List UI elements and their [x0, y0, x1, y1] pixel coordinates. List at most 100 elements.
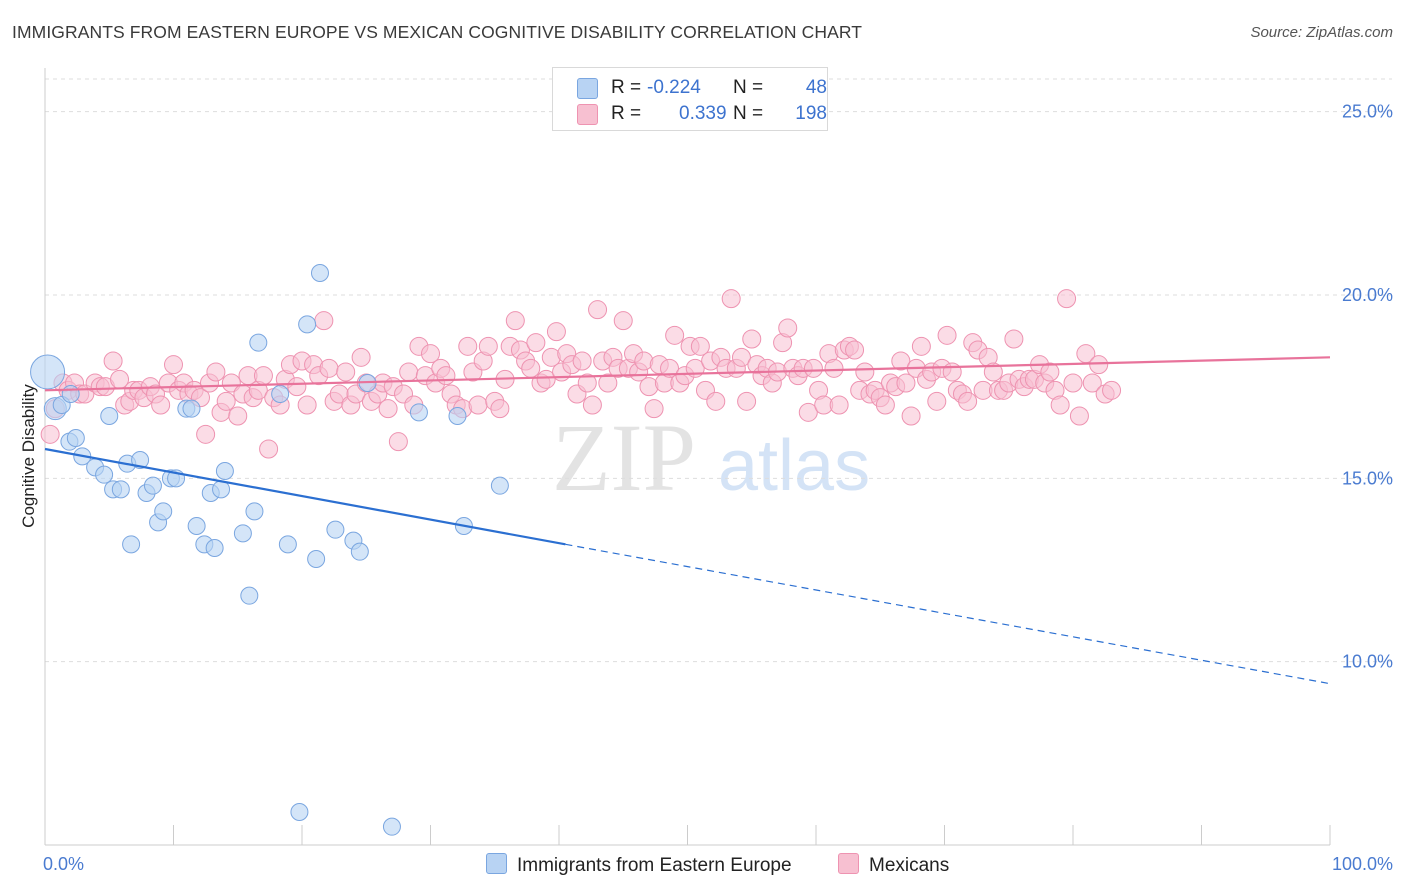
trend-line-mexicans [44, 356, 1331, 392]
point-mexicans [468, 395, 488, 415]
y-tick-label: 20.0% [1342, 285, 1393, 305]
point-immigrants [131, 451, 150, 469]
point-mexicans [737, 391, 757, 411]
point-immigrants [271, 385, 290, 403]
point-mexicans [228, 406, 248, 426]
y-tick-labels: 25.0% 20.0% 15.0% 10.0% [1342, 102, 1393, 672]
legend-r-value: -0.224 [647, 77, 701, 98]
point-mexicans [958, 391, 978, 411]
point-mexicans [824, 358, 844, 378]
point-mexicans [378, 399, 398, 419]
bottom-legend-label: Mexicans [869, 855, 950, 876]
x-tick-label: 100.0% [1332, 854, 1393, 874]
point-mexicans [1102, 380, 1122, 400]
point-immigrants [409, 403, 428, 422]
point-immigrants [240, 586, 259, 605]
point-mexicans [1004, 329, 1024, 349]
point-immigrants [111, 480, 130, 499]
point-mexicans [598, 373, 618, 393]
point-immigrants [215, 462, 234, 480]
legend-swatch-pink [838, 853, 859, 874]
point-immigrants [350, 542, 369, 561]
point-mexicans [690, 336, 710, 356]
point-immigrants [61, 385, 80, 403]
point-immigrants [290, 803, 309, 821]
bottom-legend-immigrants: Immigrants from Eastern Europe [486, 853, 792, 877]
point-immigrants [448, 407, 467, 425]
trend-line-immigrants-extrapolated [565, 543, 1331, 685]
point-immigrants [310, 264, 329, 282]
point-immigrants [382, 817, 401, 836]
legend-n-value: 48 [805, 77, 827, 98]
y-tick-label: 10.0% [1342, 652, 1393, 672]
point-mexicans [942, 362, 962, 382]
point-mexicans [1069, 406, 1089, 426]
point-immigrants [95, 465, 114, 484]
point-mexicans [901, 406, 921, 426]
point-mexicans [798, 402, 818, 422]
point-mexicans [644, 399, 664, 419]
y-tick-label: 25.0% [1342, 102, 1393, 122]
trend-line-immigrants [44, 447, 566, 546]
trend-lines [44, 356, 1331, 685]
legend-swatch-blue [486, 853, 507, 874]
point-mexicans [613, 311, 633, 331]
point-mexicans [1089, 355, 1109, 375]
point-immigrants [298, 315, 317, 334]
point-mexicans [546, 322, 566, 342]
watermark: ZIP atlas [552, 404, 870, 511]
bottom-legend-mexicans: Mexicans [838, 853, 949, 877]
point-mexicans [103, 351, 123, 371]
point-mexicans [983, 362, 1003, 382]
point-mexicans [421, 344, 440, 364]
point-mexicans [336, 362, 356, 382]
point-mexicans [588, 300, 608, 320]
point-immigrants [143, 476, 162, 495]
point-mexicans [577, 373, 597, 393]
legend-n-label: N = [733, 103, 764, 124]
legend-n-label: N = [733, 77, 764, 98]
point-immigrants [182, 399, 201, 418]
point-immigrants [205, 539, 224, 557]
point-mexicans [221, 373, 241, 393]
point-mexicans [1082, 373, 1102, 393]
point-immigrants [245, 502, 264, 521]
point-mexicans [314, 311, 334, 331]
point-mexicans [526, 333, 546, 353]
point-mexicans [40, 424, 60, 444]
source-label: Source: ZipAtlas.com [1250, 24, 1393, 41]
point-mexicans [206, 362, 226, 382]
point-mexicans [259, 439, 279, 459]
legend-r-label: R = [611, 103, 642, 124]
point-immigrants [278, 535, 297, 554]
point-mexicans [287, 377, 307, 397]
point-mexicans [216, 391, 236, 411]
point-immigrants [154, 502, 173, 521]
point-immigrants [233, 524, 252, 543]
x-tick-label: 0.0% [43, 854, 84, 874]
point-immigrants [187, 517, 206, 535]
point-mexicans [891, 351, 911, 371]
point-mexicans [829, 395, 849, 415]
y-tick-label: 15.0% [1342, 468, 1393, 488]
axes [44, 68, 1331, 846]
point-mexicans [845, 340, 865, 360]
point-mexicans [1057, 289, 1077, 309]
legend-n-value: 198 [795, 103, 827, 124]
stats-legend: R = -0.224 N = 48 R = 0.339 N = 198 [552, 67, 828, 131]
point-mexicans [505, 311, 525, 331]
point-mexicans [778, 318, 798, 338]
point-mexicans [660, 358, 680, 378]
legend-r-value: 0.339 [679, 103, 727, 124]
watermark-atlas: atlas [718, 426, 870, 506]
watermark-zip: ZIP [552, 404, 696, 511]
point-immigrants [100, 407, 119, 425]
series-immigrants-eastern-europe [30, 264, 509, 836]
point-mexicans [803, 358, 823, 378]
point-mexicans [706, 391, 726, 411]
x-tick-labels: 0.0% 100.0% [43, 854, 1393, 874]
point-mexicans [1050, 395, 1070, 415]
point-mexicans [196, 424, 216, 444]
y-axis-label: Cognitive Disability [19, 384, 38, 528]
